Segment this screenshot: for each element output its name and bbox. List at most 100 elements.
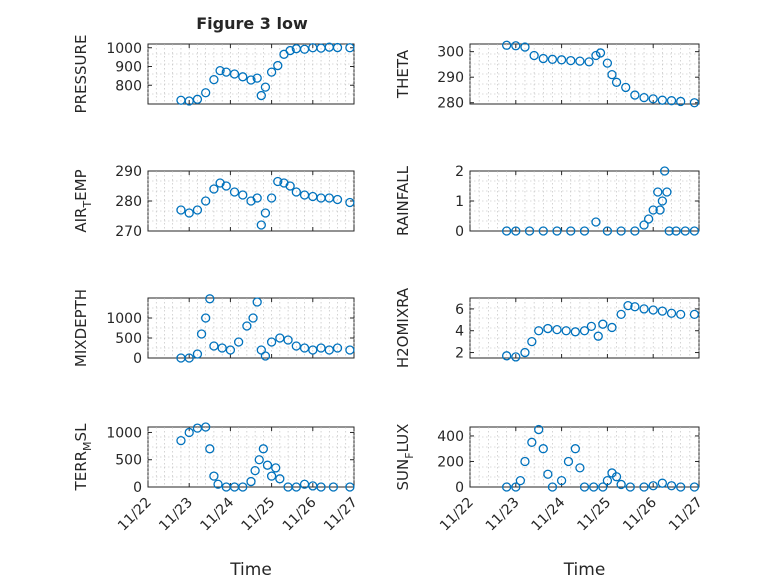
x-tick-label: 11/22: [115, 495, 155, 535]
data-point: [184, 208, 194, 218]
plot-area: [469, 170, 700, 232]
data-point: [250, 465, 260, 476]
data-point: [648, 305, 658, 315]
y-tick-label: 2: [455, 346, 464, 362]
x-tick-label: 11/23: [156, 495, 196, 535]
data-point: [229, 187, 240, 197]
y-axis-label-subscript: T: [81, 201, 94, 209]
y-axis-label-subscript: M: [81, 441, 94, 451]
data-point: [192, 205, 203, 215]
y-tick-label: 1000: [106, 311, 142, 327]
plot-area: [147, 43, 355, 105]
y-tick-label: 270: [115, 224, 142, 240]
data-point: [205, 444, 215, 454]
y-tick-label: 290: [115, 164, 142, 180]
data-point: [602, 475, 613, 486]
x-tick-label: 11/26: [620, 494, 660, 534]
data-point: [184, 353, 194, 363]
data-point: [332, 194, 343, 205]
data-point: [308, 345, 318, 355]
data-point: [657, 196, 668, 206]
data-point: [209, 184, 219, 194]
y-tick-label: 4: [455, 324, 464, 340]
y-axis-label: THETA: [394, 49, 412, 99]
data-point: [527, 336, 537, 347]
data-point: [653, 187, 663, 197]
data-point: [611, 77, 622, 87]
y-tick-label: 300: [437, 45, 464, 61]
data-point: [639, 92, 649, 103]
data-point: [671, 226, 681, 236]
data-point: [345, 197, 355, 208]
subplot-theta: 280 290 300 THETA: [394, 40, 700, 112]
data-point: [201, 422, 211, 432]
y-axis-label: SUNFLUX: [394, 424, 416, 491]
data-point: [689, 226, 700, 236]
data-point: [648, 94, 658, 104]
y-tick-label: 0: [133, 351, 142, 367]
subplot-airtemp: 270 280 290 AIRTEMP: [72, 164, 355, 240]
data-point: [561, 326, 571, 336]
data-point: [260, 82, 271, 92]
data-point: [260, 208, 271, 218]
data-point: [680, 226, 690, 236]
data-point: [275, 474, 285, 484]
data-point: [657, 95, 668, 105]
y-axis-label-rest: EMP: [72, 169, 90, 200]
data-point: [520, 42, 530, 52]
data-point: [529, 50, 539, 61]
data-point: [201, 313, 211, 323]
data-point: [271, 463, 281, 473]
data-point: [192, 94, 203, 104]
data-point: [209, 74, 219, 85]
plot-area: [469, 426, 700, 488]
y-axis-label: H2OMIXRA: [394, 287, 412, 368]
data-point: [266, 337, 277, 347]
data-point: [593, 331, 603, 341]
data-point: [563, 456, 574, 467]
data-point: [254, 455, 264, 465]
data-point: [209, 341, 219, 351]
y-axis-label: PRESSURE: [72, 35, 90, 114]
subplot-h2omixra: 2 4 6 H2OMIXRA: [394, 287, 700, 368]
plot-area: [469, 43, 700, 105]
data-point: [273, 176, 283, 187]
y-tick-label: 400: [437, 429, 464, 445]
data-point: [602, 58, 613, 68]
subplot-rainfall: 0 1 2 RAINFALL: [394, 164, 700, 240]
data-point: [215, 65, 225, 76]
data-point: [256, 220, 266, 230]
data-point: [662, 187, 672, 197]
data-point: [575, 56, 585, 66]
data-point: [501, 40, 512, 50]
data-point: [639, 220, 649, 230]
y-tick-label: 800: [115, 78, 142, 94]
data-point: [556, 55, 567, 65]
subplot-terrmsl: 11/22 11/23 11/24 11/25 11/26 11/27 0 500 1000 TE…: [72, 422, 361, 580]
data-point: [345, 482, 355, 492]
data-point: [579, 326, 590, 336]
data-point: [547, 482, 558, 492]
data-point: [538, 226, 548, 236]
data-point: [273, 60, 283, 71]
y-axis-label-main: RAINFALL: [394, 165, 412, 236]
y-axis-label-main: SUN: [394, 459, 412, 491]
data-point: [266, 471, 277, 481]
data-point: [602, 226, 613, 236]
data-point: [579, 482, 590, 492]
data-point: [266, 193, 277, 203]
data-point: [570, 327, 580, 337]
data-point: [205, 294, 215, 304]
x-tick-label: 11/27: [666, 495, 706, 535]
data-point: [316, 482, 326, 492]
data-point: [676, 309, 686, 320]
data-point: [238, 190, 248, 200]
data-point: [501, 482, 512, 492]
data-point: [616, 309, 626, 320]
plot-area: [469, 297, 700, 359]
data-point: [543, 323, 553, 334]
data-point: [176, 205, 186, 215]
data-point: [648, 481, 658, 491]
x-tick-label: 11/25: [239, 495, 279, 535]
